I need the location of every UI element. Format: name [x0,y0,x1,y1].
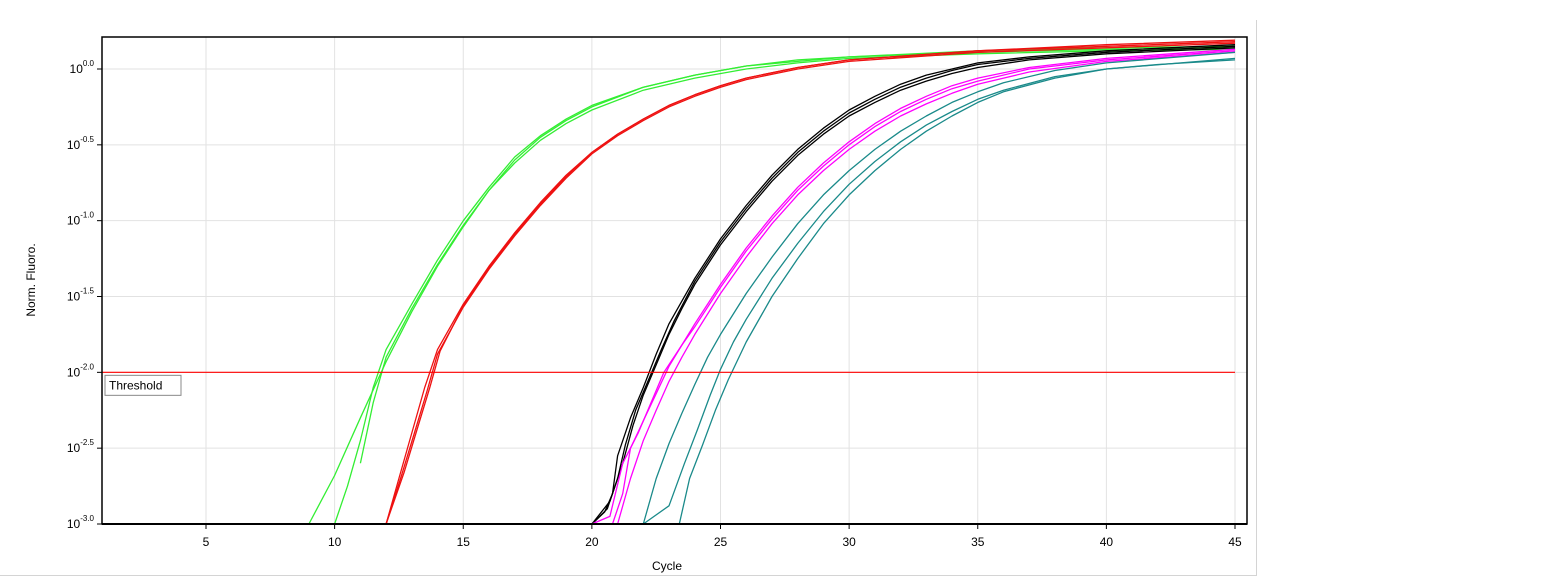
x-tick-label: 25 [714,535,728,549]
y-tick-label-base: 10 [67,517,81,531]
amplification-curve-9 [591,47,1236,525]
grid [102,37,1247,524]
x-axis-label: Cycle [652,559,682,573]
y-axis-label: Norm. Fluoro. [24,243,38,316]
amplification-curve-12 [616,51,1236,525]
series-group [308,39,1236,525]
y-tick-label: 10-2.5 [67,438,95,455]
y-tick-label-exponent: -2.5 [80,438,94,447]
y-tick-label: 10-1.5 [67,287,95,304]
amplification-curve-11 [611,50,1236,525]
y-axis-ticks: 100.010-0.510-1.010-1.510-2.010-2.510-3.… [67,59,102,531]
amplification-curve-2 [333,47,1236,525]
y-tick-label-exponent: -2.0 [80,362,94,371]
y-tick-label: 100.0 [70,59,95,76]
y-tick-label: 10-3.0 [67,514,95,531]
x-tick-label: 40 [1100,535,1114,549]
x-tick-label: 30 [842,535,856,549]
amplification-curve-7 [591,44,1236,525]
threshold-label-box [104,374,182,396]
y-tick-label-exponent: -0.5 [80,135,94,144]
amplification-curve-8 [591,45,1236,525]
y-tick-label-exponent: -1.5 [80,287,94,296]
x-tick-label: 5 [203,535,210,549]
amplification-curve-1 [308,45,1236,525]
amplification-curve-5 [385,42,1236,525]
threshold-label: Threshold [109,378,162,392]
y-tick-label-base: 10 [67,365,81,379]
y-tick-label-base: 10 [67,441,81,455]
amplification-curve-6 [385,39,1236,525]
y-tick-label-exponent: -3.0 [80,514,94,523]
amplification-curve-13 [642,51,1236,525]
y-tick-label-base: 10 [67,138,81,152]
y-tick-label: 10-1.0 [67,211,95,228]
x-tick-label: 20 [585,535,599,549]
amplification-curve-4 [385,41,1236,525]
x-axis-ticks: 5 10 15 20 25 30 35 40 45 [203,524,1242,549]
threshold[interactable]: Threshold [102,371,1235,396]
x-tick-label: 10 [328,535,342,549]
amplification-curve-3 [359,48,1236,464]
y-tick-label: 10-2.0 [67,362,95,379]
y-tick-label-exponent: 0.0 [83,59,95,68]
plot-frame [101,36,1248,525]
y-tick-label-base: 10 [67,290,81,304]
x-tick-label: 45 [1228,535,1242,549]
x-tick-label: 35 [971,535,985,549]
amplification-curve-14 [642,57,1236,525]
y-tick-label-exponent: -1.0 [80,211,94,220]
x-tick-label: 15 [457,535,471,549]
amplification-curve-15 [678,59,1236,525]
y-tick-label-base: 10 [70,62,84,76]
y-tick-label-base: 10 [67,214,81,228]
y-tick-label: 10-0.5 [67,135,95,152]
